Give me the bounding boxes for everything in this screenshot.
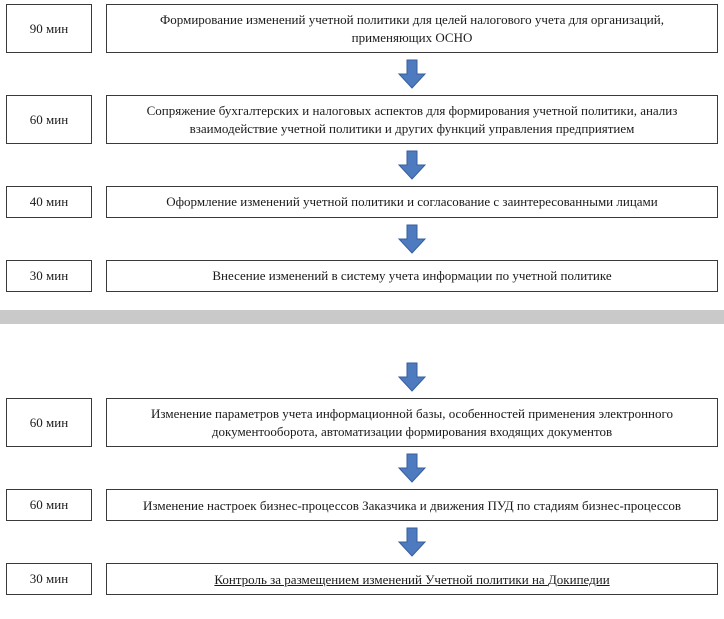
step-text-underlined-link: Докипедии xyxy=(548,572,610,587)
step-text: Сопряжение бухгалтерских и налоговых асп… xyxy=(121,102,703,137)
step-row: 90 мин Формирование изменений учетной по… xyxy=(6,4,718,53)
time-box: 60 мин xyxy=(6,95,92,144)
step-box: Формирование изменений учетной политики … xyxy=(106,4,718,53)
arrow-down xyxy=(106,453,718,483)
time-label: 30 мин xyxy=(30,268,68,284)
step-row: 60 мин Изменение настроек бизнес-процесс… xyxy=(6,489,718,521)
step-row: 30 мин Контроль за размещением изменений… xyxy=(6,563,718,595)
section-divider xyxy=(0,310,724,324)
step-box: Изменение настроек бизнес-процессов Зака… xyxy=(106,489,718,521)
time-box: 30 мин xyxy=(6,260,92,292)
step-box: Контроль за размещением изменений Учетно… xyxy=(106,563,718,595)
arrow-down-icon xyxy=(397,453,427,483)
step-row: 60 мин Сопряжение бухгалтерских и налого… xyxy=(6,95,718,144)
time-label: 60 мин xyxy=(30,112,68,128)
arrow-down xyxy=(106,362,718,392)
step-text: Изменение параметров учета информационно… xyxy=(121,405,703,440)
step-box: Оформление изменений учетной политики и … xyxy=(106,186,718,218)
time-box: 60 мин xyxy=(6,489,92,521)
time-label: 60 мин xyxy=(30,497,68,513)
time-box: 60 мин xyxy=(6,398,92,447)
step-box: Внесение изменений в систему учета инфор… xyxy=(106,260,718,292)
time-box: 30 мин xyxy=(6,563,92,595)
time-box: 90 мин xyxy=(6,4,92,53)
time-label: 40 мин xyxy=(30,194,68,210)
arrow-down-icon xyxy=(397,362,427,392)
time-box: 40 мин xyxy=(6,186,92,218)
arrow-down xyxy=(106,527,718,557)
time-label: 90 мин xyxy=(30,21,68,37)
step-text: Внесение изменений в систему учета инфор… xyxy=(212,267,611,285)
step-row: 60 мин Изменение параметров учета информ… xyxy=(6,398,718,447)
arrow-down-icon xyxy=(397,527,427,557)
step-row: 30 мин Внесение изменений в систему учет… xyxy=(6,260,718,292)
step-text-underlined-prefix: Контроль за размещением изменений Учетно… xyxy=(214,572,548,587)
arrow-down xyxy=(106,224,718,254)
arrow-down xyxy=(106,150,718,180)
step-box: Изменение параметров учета информационно… xyxy=(106,398,718,447)
step-text: Формирование изменений учетной политики … xyxy=(121,11,703,46)
arrow-down-icon xyxy=(397,150,427,180)
arrow-down-icon xyxy=(397,224,427,254)
time-label: 60 мин xyxy=(30,415,68,431)
arrow-down xyxy=(106,59,718,89)
time-label: 30 мин xyxy=(30,571,68,587)
step-text: Оформление изменений учетной политики и … xyxy=(166,193,658,211)
step-row: 40 мин Оформление изменений учетной поли… xyxy=(6,186,718,218)
step-text: Изменение настроек бизнес-процессов Зака… xyxy=(143,497,681,515)
arrow-down-icon xyxy=(397,59,427,89)
step-box: Сопряжение бухгалтерских и налоговых асп… xyxy=(106,95,718,144)
step-text: Контроль за размещением изменений Учетно… xyxy=(214,571,609,589)
